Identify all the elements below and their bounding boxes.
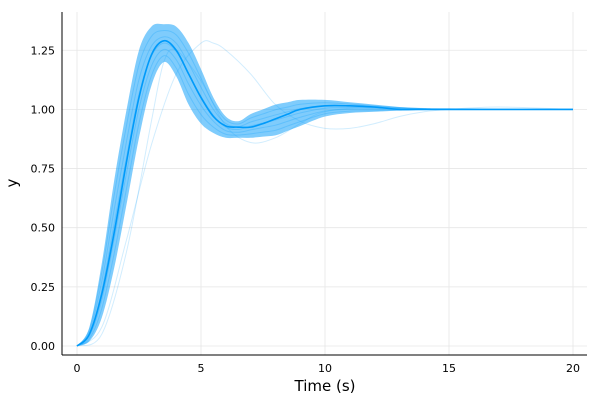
ticks: 0 5 10 15 20 0.00 0.25 0.50 0.75 1.00 1.25 [31,44,581,375]
x-tick-label: 5 [198,362,205,375]
x-tick-label: 15 [442,362,456,375]
y-axis-label: y [3,178,21,187]
x-tick-label: 10 [318,362,332,375]
y-tick-label: 0.50 [31,222,56,235]
uncertainty-band [77,23,573,346]
x-tick-label: 0 [74,362,81,375]
mean-line [76,39,573,347]
y-tick-label: 1.25 [31,44,56,57]
sample-line [76,55,574,347]
y-tick-label: 0.00 [31,340,56,353]
y-tick-label: 0.25 [31,281,56,294]
x-tick-label: 20 [566,362,580,375]
y-tick-label: 1.00 [31,103,56,116]
sample-line [76,29,574,347]
y-tick-label: 0.75 [31,163,56,176]
x-axis-label: Time (s) [294,377,356,395]
plot-area [76,23,574,347]
sample-line [76,40,574,347]
